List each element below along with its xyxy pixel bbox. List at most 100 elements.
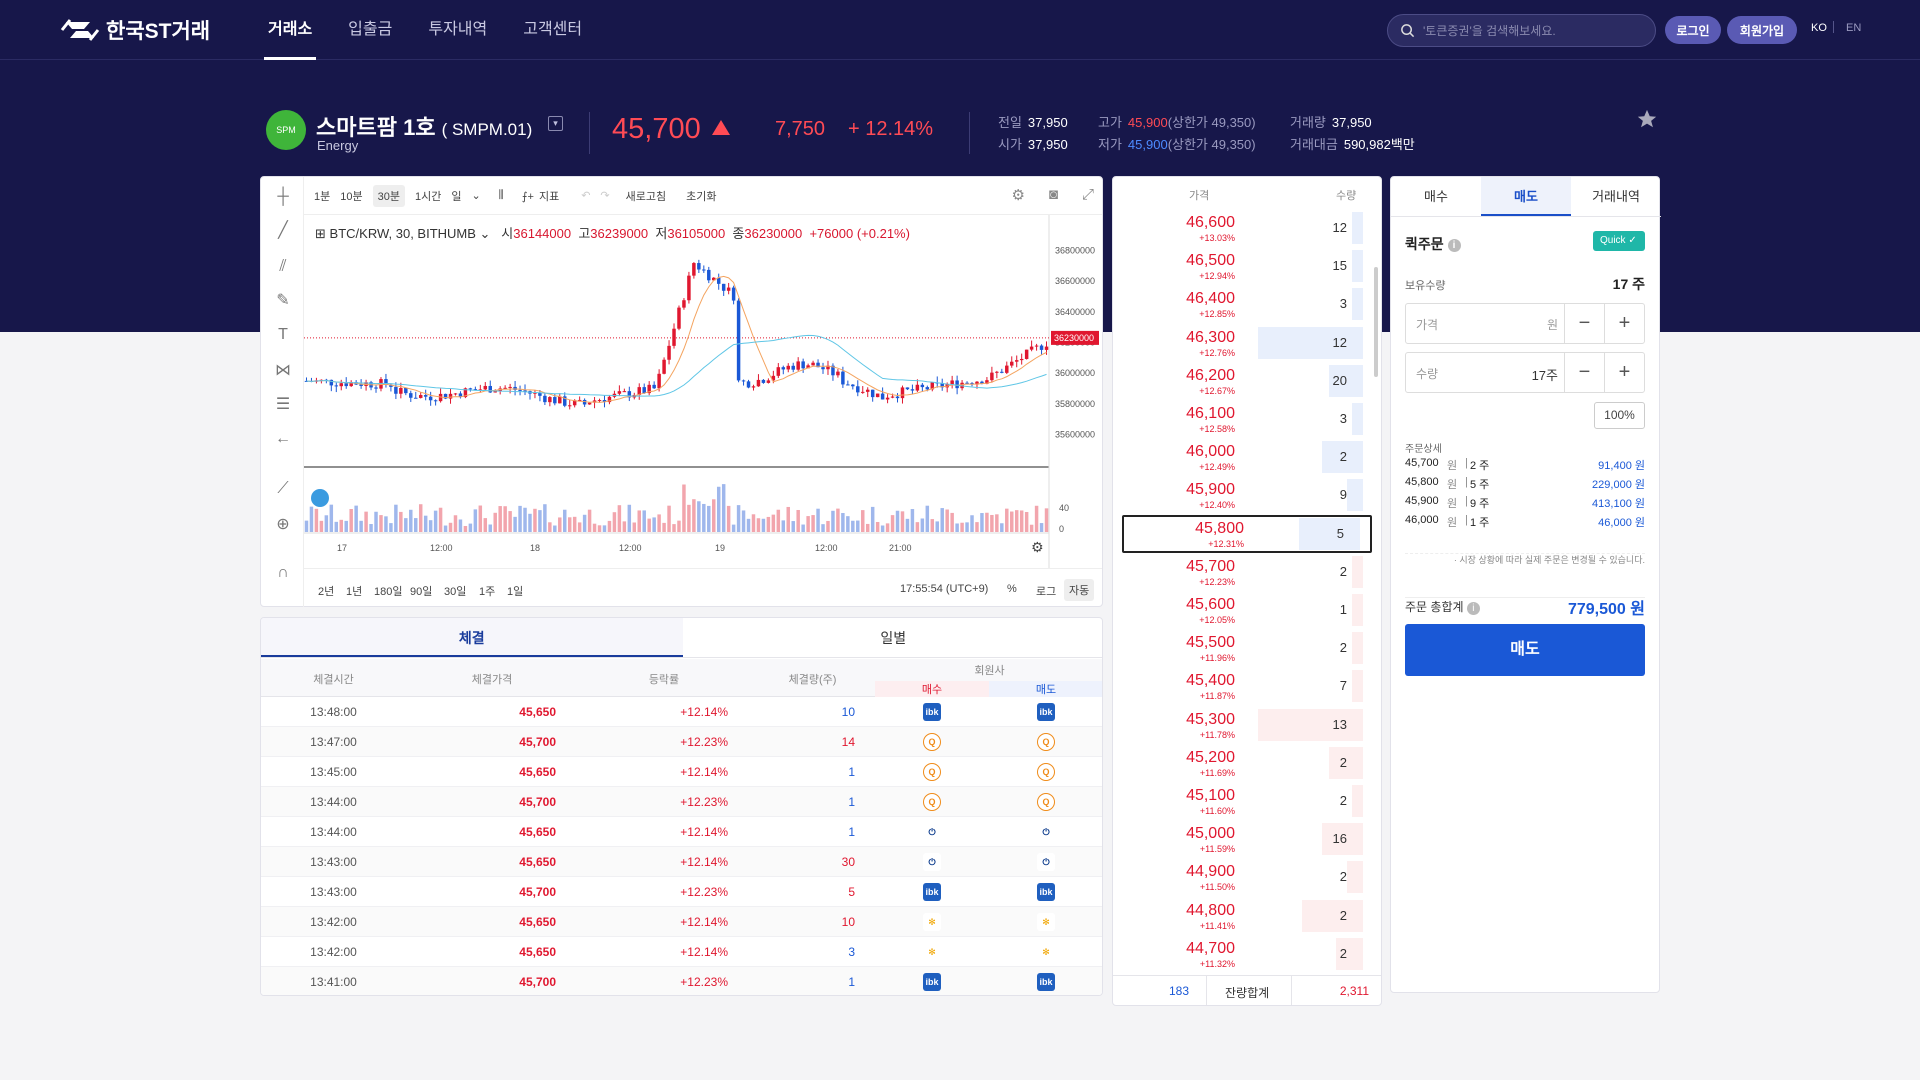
nav-support[interactable]: 고객센터 (523, 21, 583, 38)
percent-toggle[interactable]: % (1007, 583, 1017, 595)
range-2y[interactable]: 2년 (318, 586, 335, 598)
interval-1m[interactable]: 1분 (314, 190, 331, 203)
pattern-icon[interactable]: ⋈ (275, 362, 291, 379)
quick-badge[interactable]: Quick ✓ (1593, 231, 1645, 251)
orderbook-row[interactable]: 45,000 +11.59% 16 (1113, 820, 1375, 858)
orderbook-row[interactable]: 46,100 +12.58% 3 (1113, 400, 1375, 438)
lang-en[interactable]: EN (1846, 22, 1862, 34)
range-1y[interactable]: 1년 (346, 586, 363, 598)
qty-plus-button[interactable]: + (1604, 353, 1644, 392)
fullscreen-icon[interactable]: ⤢ (1081, 186, 1094, 203)
range-180d[interactable]: 180일 (374, 586, 403, 598)
orderbook-row[interactable]: 45,700 +12.23% 2 (1113, 553, 1375, 591)
orderbook-row[interactable]: 46,000 +12.49% 2 (1113, 438, 1375, 476)
candle-body (384, 379, 388, 385)
axis-settings-icon[interactable]: ⚙ (1031, 540, 1044, 556)
text-icon[interactable]: T (278, 326, 288, 343)
log-toggle[interactable]: 로그 (1036, 586, 1057, 598)
nav-investments[interactable]: 투자내역 (428, 21, 488, 38)
range-1w[interactable]: 1주 (479, 586, 496, 598)
login-button[interactable]: 로그인 (1665, 16, 1721, 44)
candle-type-icon[interactable]: ⫼ (498, 189, 504, 201)
nav-exchange[interactable]: 거래소 (263, 0, 317, 60)
candle-body (667, 345, 671, 360)
lang-ko[interactable]: KO (1811, 22, 1827, 34)
search-input[interactable] (1423, 23, 1643, 38)
orderbook-row[interactable]: 45,900 +12.40% 9 (1113, 476, 1375, 514)
reset-button[interactable]: 초기화 (686, 190, 717, 203)
fib-icon[interactable]: ⫽ (279, 258, 287, 275)
signup-button[interactable]: 회원가입 (1727, 16, 1797, 44)
coin-dropdown-icon[interactable]: ▾ (548, 116, 563, 131)
price-field[interactable]: 가격 원 − + (1405, 303, 1645, 344)
arrow-icon[interactable]: ← (275, 430, 291, 447)
tab-daily[interactable]: 일별 (880, 630, 907, 646)
interval-1h[interactable]: 1시간 (414, 190, 442, 203)
orderbook-row[interactable]: 46,400 +12.85% 3 (1113, 285, 1375, 323)
orderbook-header: 가격 수량 (1113, 177, 1381, 209)
trendline-icon[interactable]: ╱ (278, 222, 288, 239)
scrollbar[interactable] (1374, 267, 1378, 377)
chevron-down-icon[interactable]: ⌄ (471, 190, 481, 202)
measure-icon[interactable]: ☰ (275, 396, 291, 413)
candle-body (692, 263, 696, 276)
favorite-star-icon[interactable] (1636, 108, 1658, 130)
orderbook-row[interactable]: 45,200 +11.69% 2 (1113, 744, 1375, 782)
legend-box-icon[interactable]: ⊞ (315, 226, 326, 241)
orderbook-row[interactable]: 45,400 +11.87% 7 (1113, 667, 1375, 705)
orderbook-row[interactable]: 45,300 +11.78% 13 (1113, 706, 1375, 744)
volume-bar (761, 518, 766, 532)
refresh-button[interactable]: 새로고침 (625, 190, 667, 203)
camera-icon[interactable]: ◙ (1048, 186, 1058, 203)
orderbook-row[interactable]: 45,600 +12.05% 1 (1113, 591, 1375, 629)
candle-body (965, 382, 969, 384)
orderbook-row[interactable]: 45,800 +12.31% 5 (1122, 514, 1372, 553)
tab-sell[interactable]: 매도 (1481, 177, 1571, 216)
percent-100-button[interactable]: 100% (1594, 402, 1645, 429)
symbol-name[interactable]: BTC/KRW, 30, BITHUMB (329, 226, 476, 241)
ruler-icon[interactable]: ⟋ (277, 480, 289, 497)
brush-icon[interactable]: ✎ (276, 292, 290, 309)
trade-qty: 14 (841, 735, 855, 749)
info-icon[interactable]: i (1466, 602, 1480, 615)
orderbook-row[interactable]: 44,900 +11.50% 2 (1113, 858, 1375, 896)
crosshair-icon[interactable]: ┼ (277, 188, 289, 205)
auto-toggle[interactable]: 자동 (1064, 579, 1095, 601)
indicator-button[interactable]: ⨍+ 지표 (521, 190, 560, 203)
price-plus-button[interactable]: + (1604, 304, 1644, 343)
th-qty: 체결량(주) (788, 674, 837, 686)
volume-bar (617, 505, 622, 532)
tab-executions[interactable]: 체결 (261, 618, 683, 657)
tab-history[interactable]: 거래내역 (1592, 189, 1640, 204)
info-icon[interactable]: i (1447, 239, 1461, 252)
orderbook-row[interactable]: 46,500 +12.94% 15 (1113, 247, 1375, 285)
range-90d[interactable]: 90일 (410, 586, 433, 598)
orderbook-row[interactable]: 46,600 +13.03% 12 (1113, 209, 1375, 247)
candle-body (334, 385, 339, 387)
range-30d[interactable]: 30일 (444, 586, 467, 598)
orderbook-row[interactable]: 45,500 +11.96% 2 (1113, 629, 1375, 667)
magnet-icon[interactable]: ∩ (277, 564, 289, 581)
tab-buy[interactable]: 매수 (1424, 189, 1448, 204)
sell-submit-button[interactable]: 매도 (1405, 624, 1645, 676)
zoom-icon[interactable]: ⊕ (276, 516, 290, 533)
undo-icon[interactable]: ↶ (581, 190, 591, 202)
orderbook-row[interactable]: 45,100 +11.60% 2 (1113, 782, 1375, 820)
orderbook-row[interactable]: 46,300 +12.76% 12 (1113, 324, 1375, 362)
trade-qty: 1 (848, 975, 855, 989)
nav-deposit[interactable]: 입출금 (348, 21, 393, 38)
interval-10m[interactable]: 10분 (340, 190, 363, 203)
orderbook-row[interactable]: 44,800 +11.41% 2 (1113, 897, 1375, 935)
interval-30m[interactable]: 30분 (372, 184, 405, 207)
brand-logo[interactable]: 한국ST거래 (60, 14, 210, 46)
orderbook-row[interactable]: 46,200 +12.67% 20 (1113, 362, 1375, 400)
price-chart[interactable]: 3680000036600000364000003620000036000000… (304, 215, 1103, 568)
price-minus-button[interactable]: − (1564, 304, 1604, 343)
qty-minus-button[interactable]: − (1564, 353, 1604, 392)
qty-field[interactable]: 수량 17주 − + (1405, 352, 1645, 393)
redo-icon[interactable]: ↷ (600, 190, 610, 202)
range-1d[interactable]: 1일 (507, 586, 524, 598)
orderbook-row[interactable]: 44,700 +11.32% 2 (1113, 935, 1375, 973)
interval-day[interactable]: 일 (451, 190, 462, 203)
settings-icon[interactable]: ⚙ (1011, 187, 1025, 204)
